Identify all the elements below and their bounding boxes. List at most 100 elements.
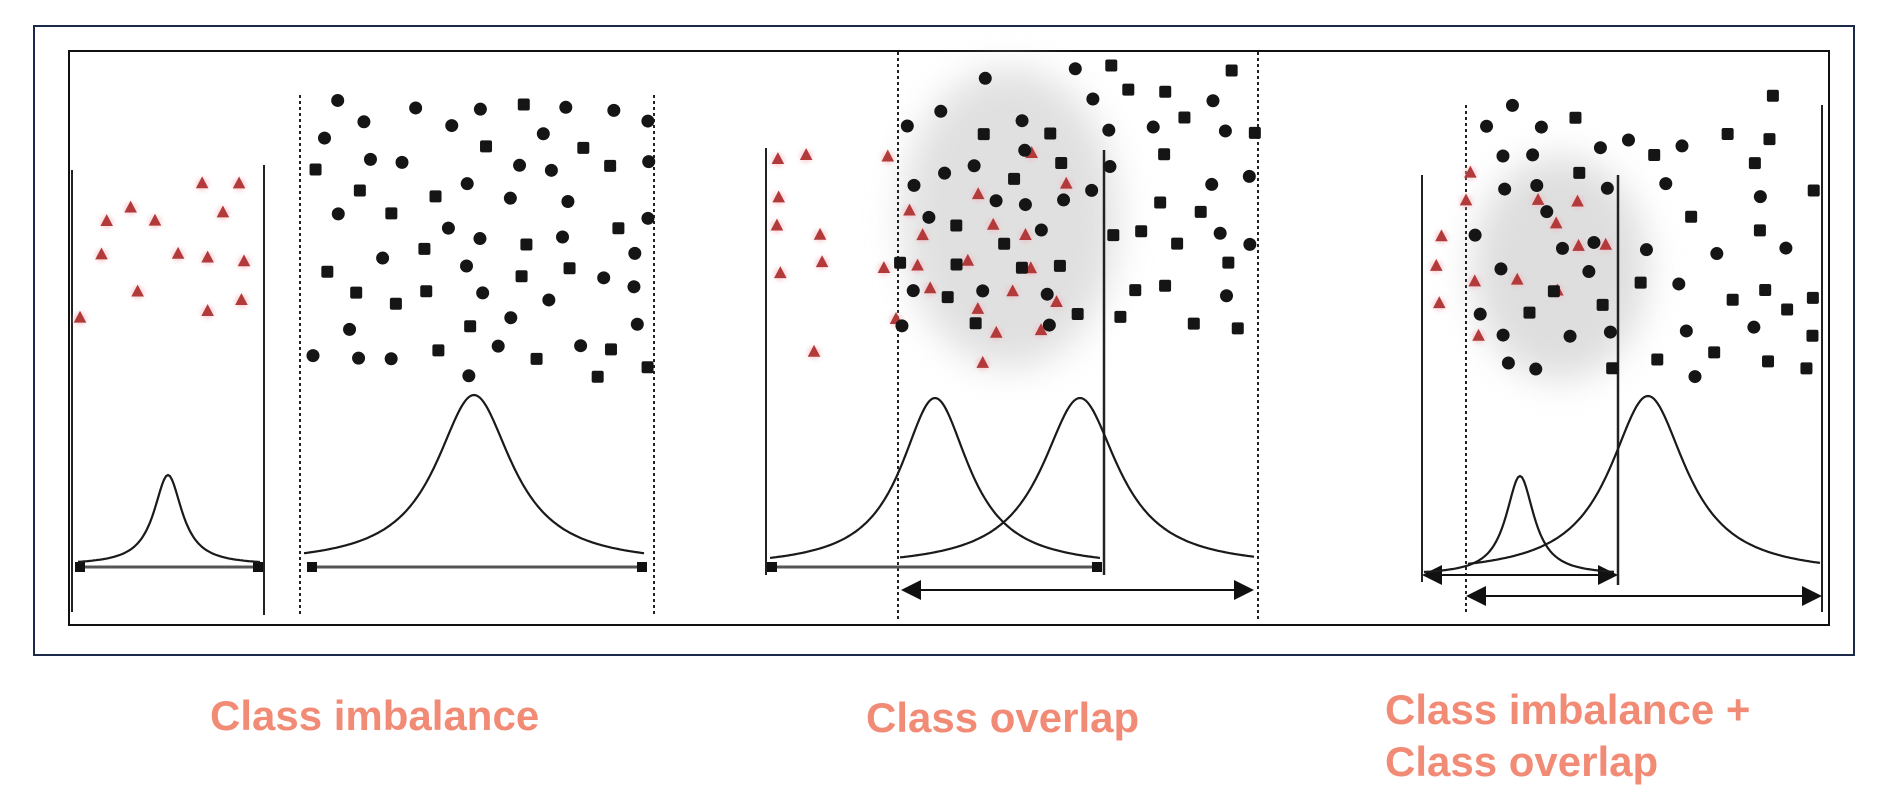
majority-point: [1748, 157, 1761, 170]
minority-point: [877, 261, 891, 273]
minority-point: [201, 304, 214, 316]
majority-point: [350, 286, 363, 299]
majority-point: [1726, 293, 1739, 306]
majority-point: [950, 258, 963, 271]
majority-point: [1766, 89, 1779, 102]
range-end: [1092, 562, 1102, 572]
minority-point: [1571, 194, 1584, 207]
majority-point: [1679, 324, 1693, 338]
majority-point: [1526, 148, 1540, 162]
majority-point: [352, 351, 366, 365]
density-curve: [769, 397, 1101, 559]
minority-point: [976, 355, 990, 368]
majority-point: [612, 222, 625, 235]
minority-point: [1464, 165, 1477, 178]
majority-point: [604, 159, 617, 172]
majority-point: [1103, 160, 1117, 174]
majority-point: [309, 163, 322, 176]
majority-point: [409, 101, 423, 115]
majority-point: [480, 140, 493, 153]
majority-point: [1114, 310, 1127, 323]
majority-point: [1781, 303, 1794, 316]
majority-point: [473, 102, 487, 116]
majority-point: [504, 311, 518, 325]
minority-point: [95, 247, 108, 260]
majority-point: [1688, 370, 1702, 384]
minority-point: [1432, 296, 1446, 309]
majority-point: [1055, 156, 1068, 169]
majority-point: [1034, 223, 1048, 237]
majority-point: [1505, 98, 1519, 112]
majority-point: [441, 221, 455, 235]
majority-point: [1008, 172, 1021, 185]
majority-point: [1171, 237, 1184, 250]
density-curve: [303, 393, 645, 555]
minority-point: [1599, 237, 1613, 250]
majority-point: [429, 190, 442, 203]
minority-point: [171, 246, 185, 259]
majority-point: [520, 238, 533, 251]
minority-point: [989, 325, 1003, 338]
majority-point: [1187, 317, 1200, 330]
majority-point: [542, 293, 556, 307]
minority-point: [232, 176, 246, 189]
majority-point: [1107, 229, 1120, 242]
majority-point: [1555, 241, 1569, 255]
majority-point: [1154, 196, 1167, 209]
range-end: [637, 562, 647, 572]
majority-point: [641, 114, 655, 128]
majority-point: [1806, 291, 1819, 304]
majority-point: [1596, 298, 1609, 311]
majority-point: [976, 284, 990, 298]
majority-point: [574, 339, 588, 353]
majority-point: [1708, 346, 1721, 359]
range-end: [307, 562, 317, 572]
majority-point: [998, 237, 1011, 250]
caption-imbalance-plus-overlap: Class imbalance + Class overlap: [1385, 684, 1750, 788]
majority-point: [1071, 308, 1084, 321]
range-end: [75, 562, 85, 572]
density-curves: [77, 393, 1821, 574]
majority-point: [1530, 178, 1544, 192]
majority-point: [530, 352, 543, 365]
majority-point: [1243, 237, 1257, 251]
minority-point: [1572, 238, 1585, 251]
minority-point: [100, 214, 114, 227]
majority-point: [1569, 111, 1582, 124]
density-curve: [77, 473, 261, 564]
majority-point: [628, 246, 642, 260]
minority-point: [237, 254, 251, 267]
majority-point: [1248, 126, 1261, 139]
majority-point: [389, 297, 402, 310]
majority-point: [1753, 190, 1767, 204]
majority-point: [556, 230, 570, 244]
majority-point: [343, 322, 357, 336]
minority-point: [770, 218, 784, 231]
majority-point: [1582, 265, 1596, 279]
majority-point: [1685, 210, 1698, 223]
majority-point: [641, 361, 654, 374]
majority-point: [1042, 318, 1056, 332]
minority-point: [235, 293, 248, 306]
majority-point: [1218, 124, 1232, 138]
majority-point: [376, 251, 390, 265]
minority-point: [881, 149, 895, 162]
minority-point: [1429, 258, 1443, 271]
majority-point: [1634, 276, 1647, 289]
majority-point: [1498, 182, 1512, 196]
majority-point: [1220, 289, 1234, 303]
minority-point: [1472, 328, 1485, 341]
caption-class-imbalance: Class imbalance: [210, 690, 539, 742]
majority-point: [464, 320, 477, 333]
minority-point: [1034, 323, 1048, 336]
majority-point: [941, 291, 954, 304]
majority-point: [967, 159, 981, 173]
figure-outer-frame: [33, 25, 1855, 656]
minority-point: [772, 190, 785, 203]
majority-point: [331, 93, 345, 107]
majority-point: [630, 317, 644, 331]
minority-point: [131, 284, 144, 297]
majority-point: [977, 128, 990, 141]
density-curve: [1423, 474, 1615, 574]
